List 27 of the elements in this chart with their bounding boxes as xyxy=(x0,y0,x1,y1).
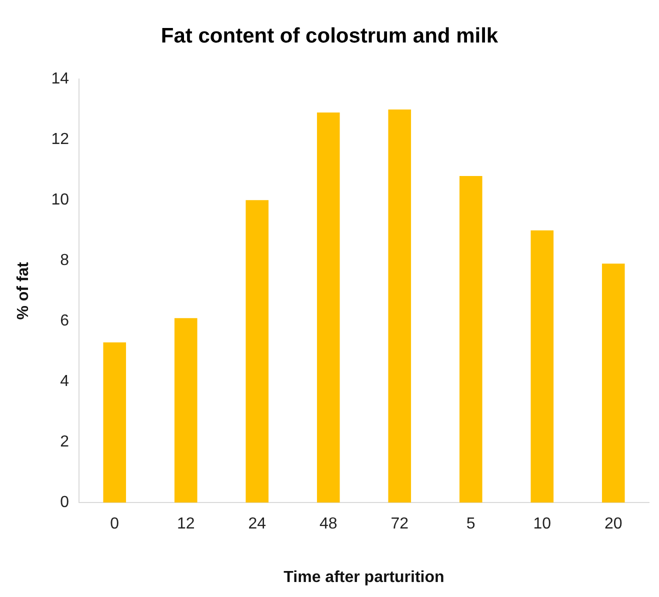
y-tick-label: 10 xyxy=(51,192,70,209)
bar xyxy=(388,109,412,503)
bar xyxy=(316,112,340,503)
bar xyxy=(246,200,269,503)
x-tick-label: 72 xyxy=(390,516,409,533)
y-tick-label: 12 xyxy=(51,131,70,148)
y-tick-label: 6 xyxy=(60,312,70,330)
x-tick-label: 12 xyxy=(176,516,195,533)
x-tick-label: 48 xyxy=(319,516,338,533)
y-tick-label: 2 xyxy=(60,434,70,451)
x-tick-label: 24 xyxy=(248,516,266,533)
y-tick-label: 8 xyxy=(60,252,70,270)
x-tick-label: 0 xyxy=(110,516,120,533)
x-tick-label: 20 xyxy=(604,516,622,533)
bar xyxy=(103,342,126,503)
x-axis-title: Time after parturition xyxy=(284,568,444,586)
bar xyxy=(174,318,198,503)
chart-title: Fat content of colostrum and milk xyxy=(160,24,498,48)
y-tick-label: 0 xyxy=(60,494,70,512)
y-tick-label: 14 xyxy=(51,70,70,88)
x-tick-label: 5 xyxy=(466,516,476,533)
bar xyxy=(530,230,554,503)
bar xyxy=(459,176,482,503)
bar xyxy=(602,264,625,503)
x-tick-label: 10 xyxy=(533,516,552,533)
y-axis-title: % of fat xyxy=(15,261,32,320)
y-tick-label: 4 xyxy=(60,373,70,390)
